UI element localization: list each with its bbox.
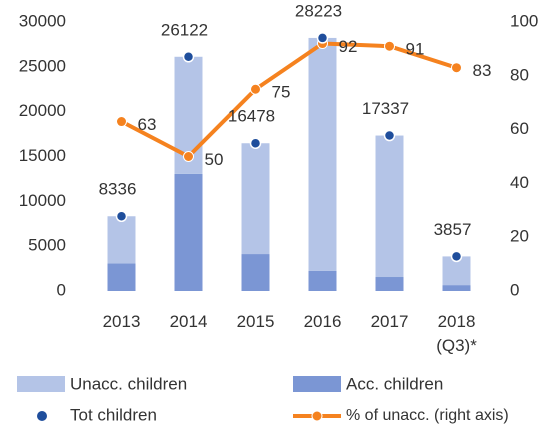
bar-acc [442,285,471,291]
pct-marker [116,116,127,128]
y2-tick-label: 0 [510,280,519,299]
pct-label: 50 [205,150,224,169]
y2-tick-label: 20 [510,227,529,246]
pct-label: 83 [473,61,492,80]
tot-dot [316,32,329,44]
legend-swatch [17,376,65,392]
pct-marker [451,62,462,74]
y2-tick-label: 80 [510,65,529,84]
legend-label: % of unacc. (right axis) [346,407,509,424]
tot-label: 26122 [161,20,208,39]
bar-acc [308,270,337,291]
tot-dot [383,129,396,142]
tot-label: 8336 [99,180,137,199]
y2-tick-label: 100 [510,11,538,30]
bar-acc [375,277,404,291]
y-tick-label: 10000 [19,191,66,210]
tot-label: 3857 [434,220,472,239]
tot-dot [450,250,463,263]
tot-dot [182,51,195,63]
y-tick-label: 5000 [28,236,66,255]
x-tick-label: 2018 (Q3)* [436,312,477,355]
x-tick-label: 2014 [170,312,208,331]
y-tick-label: 0 [57,280,66,299]
legend-label: Unacc. children [70,374,187,393]
y-tick-label: 30000 [19,11,66,30]
pct-label: 92 [339,37,358,56]
y-tick-label: 20000 [19,101,66,120]
legend-label: Tot children [70,405,157,424]
tot-label: 17337 [362,99,409,118]
pct-marker [250,83,261,95]
x-tick-label: 2015 [237,312,275,331]
y2-tick-label: 40 [510,173,529,192]
y-tick-label: 25000 [19,56,66,75]
x-tick-label: 2017 [371,312,409,331]
pct-marker [384,40,395,52]
line-pct [120,41,458,159]
y-tick-label: 15000 [19,146,66,165]
bar-unacc [375,135,404,278]
tot-label: 28223 [295,1,342,20]
tot-dot [249,137,262,149]
legend-label: Acc. children [346,374,443,393]
bar-acc [107,263,136,291]
bar-acc [174,173,203,291]
pct-label: 91 [406,40,425,59]
bar-acc [241,254,270,291]
x-tick-label: 2016 [304,312,342,331]
legend-swatch [37,411,47,421]
pct-marker [183,151,194,162]
bar-unacc [308,37,337,271]
pct-label: 63 [138,115,157,134]
y2-tick-label: 60 [510,119,529,138]
pct-label: 75 [272,83,291,102]
legend-swatch [293,376,341,392]
bar-unacc [107,216,136,264]
tot-dot [115,210,128,223]
x-tick-label: 2013 [103,312,141,331]
tot-label: 16478 [228,107,275,126]
bar-unacc [241,143,270,255]
legend-swatch [311,410,323,422]
